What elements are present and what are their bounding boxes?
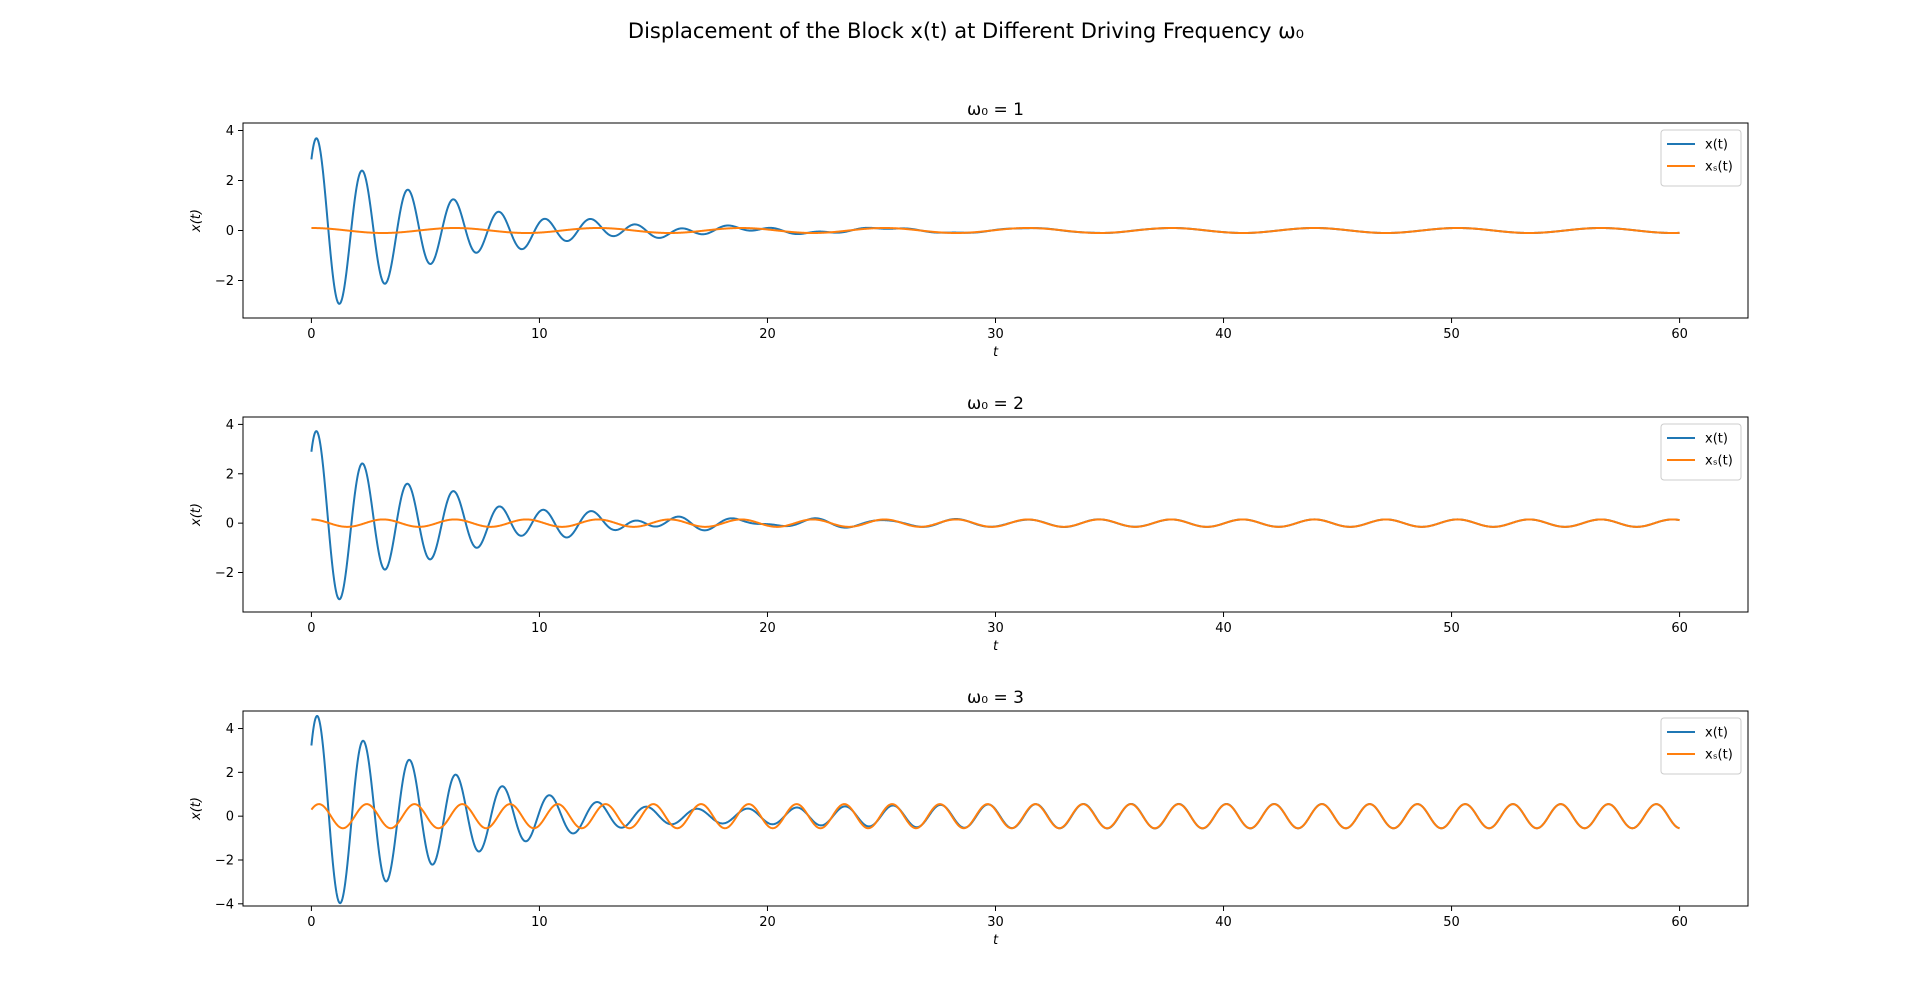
x-tick-label: 30 [987,327,1004,342]
legend: x(t) xₛ(t) [1660,717,1742,775]
x-tick-label: 50 [1443,327,1460,342]
y-tick-label: −2 [215,853,234,868]
subplot-title: ω₀ = 3 [967,688,1024,708]
x-axis-label: t [993,933,999,948]
x-tick-label: 50 [1443,621,1460,636]
legend-box [1660,129,1742,187]
y-tick-label: 2 [226,766,234,781]
x-tick-label: 20 [759,621,776,636]
y-axis-label: x(t) [189,209,204,233]
subplot-grid: ω₀ = 10 10 20 30 40 50 60−2024tx(t)x(t)xₛ(t)ω₀… [189,100,1749,948]
x-tick-label: 0 [307,327,315,342]
x-tick-label: 40 [1215,327,1232,342]
legend-label: xₛ(t) [1705,454,1733,469]
y-axis-label: x(t) [189,503,204,527]
x-tick-label: 10 [531,327,548,342]
x-tick-label: 30 [987,915,1004,930]
y-tick-label: 0 [226,810,234,825]
y-tick-label: 0 [226,224,234,239]
y-tick-label: −2 [215,566,234,581]
y-tick-label: 2 [226,174,234,189]
x-tick-label: 60 [1671,915,1688,930]
series-line-xs [310,803,1680,830]
subplot-title: ω₀ = 2 [967,394,1024,414]
legend: x(t) xₛ(t) [1660,423,1742,481]
y-tick-label: 2 [226,467,234,482]
legend-label: x(t) [1705,726,1728,741]
y-tick-label: −2 [215,274,234,289]
x-tick-label: 50 [1443,915,1460,930]
legend: x(t) xₛ(t) [1660,129,1742,187]
subplot-3: ω₀ = 3 0 10 20 30 40 50 60 −4 −2 0 2 4 t x(t) x(t) xₛ(t) [189,688,1749,948]
legend-box [1660,423,1742,481]
y-tick-label: 4 [226,124,234,139]
y-tick-label: −4 [215,897,234,912]
series-line-xs [311,518,1680,528]
y-tick-label: 0 [226,517,234,532]
legend-label: xₛ(t) [1705,748,1733,763]
x-tick-label: 20 [759,327,776,342]
series-line-xs [311,227,1680,234]
y-axis-label: x(t) [189,797,204,821]
legend-label: xₛ(t) [1705,160,1733,175]
x-tick-label: 0 [307,621,315,636]
subplot-title: ω₀ = 1 [967,100,1024,120]
x-axis-label: t [993,639,999,654]
x-tick-label: 20 [759,915,776,930]
figure-title: Displacement of the Block x(t) at Differ… [628,19,1304,43]
x-tick-label: 10 [531,915,548,930]
x-tick-label: 40 [1215,915,1232,930]
x-tick-label: 40 [1215,621,1232,636]
x-tick-label: 60 [1671,621,1688,636]
x-tick-label: 60 [1671,327,1688,342]
y-tick-label: 4 [226,722,234,737]
legend-label: x(t) [1705,138,1728,153]
x-axis-label: t [993,345,999,360]
x-tick-label: 0 [307,915,315,930]
legend-label: x(t) [1705,432,1728,447]
legend-box [1660,717,1742,775]
subplot-2: ω₀ = 2 0 10 20 30 40 50 60 −2 0 2 4 t x(t) x(t) xₛ(t) [189,394,1749,654]
x-tick-label: 30 [987,621,1004,636]
subplot-1: ω₀ = 1 0 10 20 30 40 50 60 −2 0 2 4 t x(t) x(t) xₛ(t) [189,100,1749,360]
x-tick-label: 10 [531,621,548,636]
y-tick-label: 4 [226,418,234,433]
